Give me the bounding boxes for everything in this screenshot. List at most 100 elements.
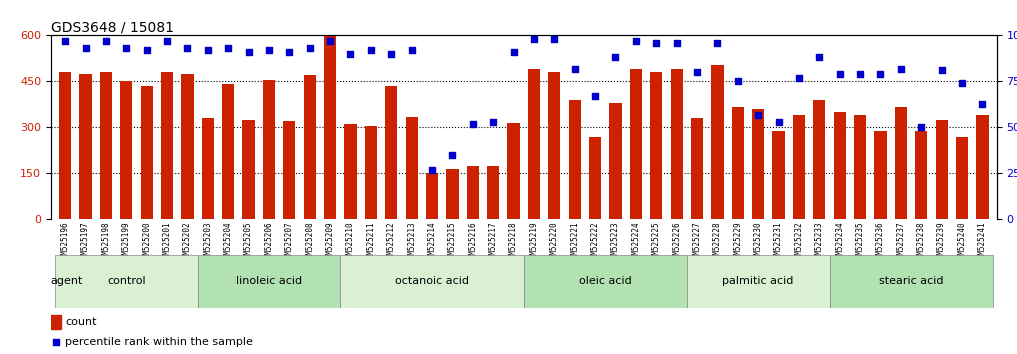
Text: GSM525213: GSM525213 <box>407 221 416 263</box>
Text: GSM525239: GSM525239 <box>937 221 946 263</box>
Bar <box>752 109 765 219</box>
Text: GSM525203: GSM525203 <box>203 221 213 263</box>
Text: linoleic acid: linoleic acid <box>236 276 302 286</box>
Point <box>138 47 155 53</box>
Bar <box>731 108 743 219</box>
Point <box>934 68 950 73</box>
Bar <box>283 121 296 219</box>
Text: GSM525212: GSM525212 <box>386 221 396 263</box>
FancyBboxPatch shape <box>341 255 524 308</box>
Text: GSM525208: GSM525208 <box>305 221 314 263</box>
FancyBboxPatch shape <box>55 255 197 308</box>
Bar <box>161 72 173 219</box>
Bar <box>589 137 601 219</box>
Point <box>546 36 562 42</box>
Bar <box>262 80 275 219</box>
Text: GSM525223: GSM525223 <box>611 221 620 263</box>
Bar <box>181 74 193 219</box>
Text: GSM525241: GSM525241 <box>978 221 986 263</box>
Point <box>668 40 684 46</box>
Text: GSM525221: GSM525221 <box>571 221 580 263</box>
Point <box>291 224 307 229</box>
Point <box>240 49 256 55</box>
Text: GSM525196: GSM525196 <box>61 221 69 263</box>
Point <box>322 38 339 44</box>
Point <box>750 112 766 118</box>
Text: GDS3648 / 15081: GDS3648 / 15081 <box>51 20 174 34</box>
Bar <box>875 131 887 219</box>
Point <box>526 36 542 42</box>
Point <box>159 38 175 44</box>
Point <box>627 38 644 44</box>
Bar <box>345 124 357 219</box>
Text: GSM525219: GSM525219 <box>530 221 538 263</box>
Bar <box>895 108 907 219</box>
Point <box>812 55 828 60</box>
Point <box>485 119 501 125</box>
Point <box>57 38 73 44</box>
Point <box>729 79 745 84</box>
Text: GSM525227: GSM525227 <box>693 221 702 263</box>
Point <box>893 66 909 72</box>
Text: GSM525231: GSM525231 <box>774 221 783 263</box>
Text: agent: agent <box>51 276 83 286</box>
Bar <box>406 117 418 219</box>
FancyBboxPatch shape <box>830 255 993 308</box>
Text: stearic acid: stearic acid <box>879 276 944 286</box>
Bar <box>487 166 499 219</box>
Text: GSM525238: GSM525238 <box>916 221 925 263</box>
Text: control: control <box>107 276 145 286</box>
Text: octanoic acid: octanoic acid <box>395 276 469 286</box>
Text: GSM525222: GSM525222 <box>591 221 600 263</box>
Point <box>424 167 440 173</box>
Bar <box>814 100 826 219</box>
FancyBboxPatch shape <box>686 255 830 308</box>
Text: GSM525226: GSM525226 <box>672 221 681 263</box>
Text: GSM525200: GSM525200 <box>142 221 152 263</box>
Point <box>465 121 481 127</box>
Bar <box>528 69 540 219</box>
Point <box>954 80 970 86</box>
Text: GSM525233: GSM525233 <box>815 221 824 263</box>
Bar <box>691 118 703 219</box>
Point <box>566 66 583 72</box>
Text: GSM525207: GSM525207 <box>285 221 294 263</box>
Text: GSM525240: GSM525240 <box>958 221 966 263</box>
Point <box>505 49 522 55</box>
Text: GSM525198: GSM525198 <box>102 221 111 263</box>
Text: GSM525229: GSM525229 <box>733 221 742 263</box>
Text: GSM525235: GSM525235 <box>855 221 864 263</box>
Bar <box>936 120 948 219</box>
Bar <box>793 115 805 219</box>
Point <box>282 49 298 55</box>
Text: oleic acid: oleic acid <box>579 276 632 286</box>
Text: GSM525220: GSM525220 <box>550 221 558 263</box>
Bar <box>201 118 214 219</box>
Point <box>302 45 318 51</box>
Point <box>199 47 216 53</box>
Point <box>587 93 603 99</box>
Text: GSM525204: GSM525204 <box>224 221 233 263</box>
Text: GSM525197: GSM525197 <box>81 221 89 263</box>
Point <box>343 51 359 57</box>
Bar <box>59 72 71 219</box>
Point <box>118 45 134 51</box>
Text: GSM525210: GSM525210 <box>346 221 355 263</box>
Bar <box>630 69 642 219</box>
Bar <box>140 86 153 219</box>
Point <box>974 101 991 106</box>
Bar <box>467 166 479 219</box>
Point <box>648 40 664 46</box>
Bar <box>548 72 560 219</box>
Bar <box>365 126 377 219</box>
Text: GSM525234: GSM525234 <box>835 221 844 263</box>
Bar <box>915 131 928 219</box>
Text: palmitic acid: palmitic acid <box>722 276 794 286</box>
Bar <box>976 115 989 219</box>
Bar <box>956 137 968 219</box>
Text: percentile rank within the sample: percentile rank within the sample <box>65 337 253 348</box>
Bar <box>609 103 621 219</box>
Text: GSM525199: GSM525199 <box>122 221 131 263</box>
Point <box>689 69 705 75</box>
Text: GSM525205: GSM525205 <box>244 221 253 263</box>
